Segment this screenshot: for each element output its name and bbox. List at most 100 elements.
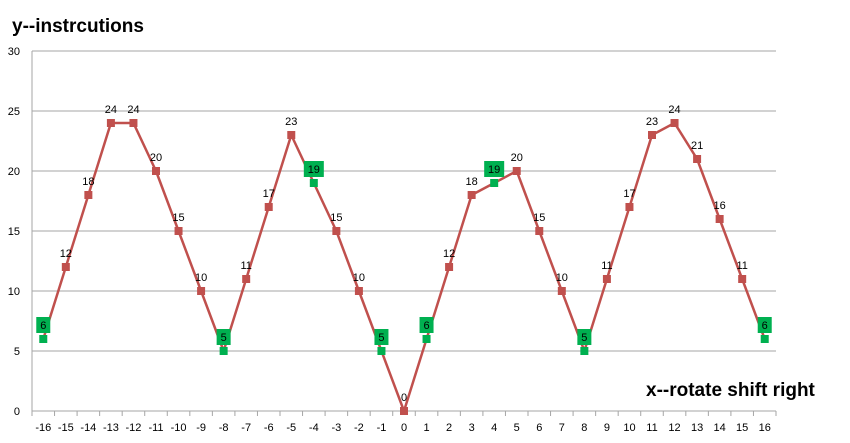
- x-tick-label: 9: [604, 422, 610, 434]
- x-tick-label: 6: [536, 422, 542, 434]
- data-point: [264, 203, 273, 211]
- data-point: [242, 275, 251, 283]
- data-label: 5: [221, 332, 227, 344]
- data-label: 24: [668, 104, 680, 116]
- data-label: 10: [353, 272, 365, 284]
- x-tick-label: 2: [446, 422, 452, 434]
- x-tick-label: 11: [646, 422, 657, 434]
- data-point: [490, 179, 499, 187]
- data-point: [670, 119, 679, 127]
- data-label: 0: [401, 392, 407, 404]
- data-point: [39, 335, 48, 343]
- data-label: 19: [308, 164, 320, 176]
- y-tick-label: 10: [8, 286, 20, 298]
- x-tick-label: -11: [148, 422, 163, 434]
- x-axis-title: x--rotate shift right: [646, 380, 816, 401]
- x-axis-ticks: -16 -15 -14 -13 -12 -11 -10 -9 -8 -7 -6 -5 -4 -3 -2 -1 0…: [31, 411, 777, 434]
- data-label-box: [303, 161, 324, 177]
- x-tick-label: 3: [469, 422, 475, 434]
- data-label-box: [757, 317, 772, 333]
- data-point: [287, 131, 296, 139]
- x-tick-label: -5: [286, 422, 296, 434]
- x-tick-label: -3: [331, 422, 341, 434]
- x-tick-label: -4: [309, 422, 319, 434]
- x-tick-label: 8: [581, 422, 587, 434]
- data-point: [152, 167, 160, 175]
- data-label-box: [216, 329, 231, 345]
- x-tick-label: 15: [736, 422, 748, 434]
- data-point: [61, 263, 70, 271]
- data-point: [512, 167, 521, 175]
- x-tick-label: 7: [559, 422, 565, 434]
- data-label: 19: [488, 164, 500, 176]
- data-point: [377, 347, 386, 355]
- data-point: [693, 155, 702, 163]
- data-label: 6: [40, 320, 46, 332]
- data-point: [332, 227, 341, 235]
- data-label: 11: [601, 260, 612, 272]
- data-point: [84, 191, 93, 199]
- x-tick-label: -10: [171, 422, 187, 434]
- data-label: 6: [762, 320, 768, 332]
- data-point: [174, 227, 183, 235]
- x-tick-label: 10: [623, 422, 635, 434]
- data-label: 6: [423, 320, 429, 332]
- data-label-box: [419, 317, 434, 333]
- data-label: 17: [623, 188, 635, 200]
- data-label: 15: [330, 212, 342, 224]
- data-label: 12: [60, 248, 72, 260]
- data-label: 18: [82, 176, 94, 188]
- data-point: [580, 347, 589, 355]
- x-tick-label: -8: [219, 422, 229, 434]
- data-label: 5: [581, 332, 587, 344]
- data-point: [602, 275, 611, 283]
- data-label: 21: [691, 140, 703, 152]
- data-label: 16: [714, 200, 726, 212]
- data-label: 23: [646, 116, 658, 128]
- x-tick-label: -9: [196, 422, 206, 434]
- y-axis-title: y--instrcutions: [12, 16, 144, 37]
- x-tick-label: 14: [714, 422, 726, 434]
- y-tick-label: 25: [8, 106, 20, 118]
- data-label-box: [484, 161, 505, 177]
- data-point: [715, 215, 724, 223]
- data-label: 18: [466, 176, 478, 188]
- x-tick-label: 5: [514, 422, 520, 434]
- x-tick-label: -1: [377, 422, 387, 434]
- x-tick-label: -13: [103, 422, 119, 434]
- data-point: [738, 275, 747, 283]
- x-tick-label: 0: [401, 422, 407, 434]
- data-label: 24: [105, 104, 117, 116]
- x-tick-label: 1: [423, 422, 429, 434]
- data-label: 15: [533, 212, 545, 224]
- series-line: [39, 119, 769, 415]
- x-tick-label: -7: [241, 422, 251, 434]
- data-point: [129, 119, 138, 127]
- data-point: [106, 119, 115, 127]
- data-point: [197, 287, 206, 295]
- data-label: 12: [443, 248, 455, 260]
- x-tick-label: -16: [35, 422, 51, 434]
- data-label: 10: [556, 272, 568, 284]
- x-tick-label: -15: [58, 422, 74, 434]
- data-label: 24: [127, 104, 139, 116]
- data-label: 11: [736, 260, 747, 272]
- data-label: 17: [263, 188, 275, 200]
- data-label: 10: [195, 272, 207, 284]
- data-point: [219, 347, 228, 355]
- data-point: [557, 287, 566, 295]
- gridlines: [31, 50, 776, 412]
- data-point: [445, 263, 454, 271]
- data-labels: 6 12 18 24 24 20 15 10 5 11 17 23 19 15 10 5 0 6 12 18 19 20 1…: [36, 104, 772, 404]
- data-label-box: [374, 329, 389, 345]
- x-tick-label: -6: [264, 422, 274, 434]
- data-point: [535, 227, 544, 235]
- data-point: [625, 203, 634, 211]
- x-tick-label: -12: [126, 422, 142, 434]
- x-tick-label: 13: [691, 422, 703, 434]
- data-label: 20: [511, 152, 523, 164]
- y-tick-label: 0: [14, 406, 20, 418]
- y-tick-label: 30: [8, 46, 20, 58]
- data-point: [309, 179, 318, 187]
